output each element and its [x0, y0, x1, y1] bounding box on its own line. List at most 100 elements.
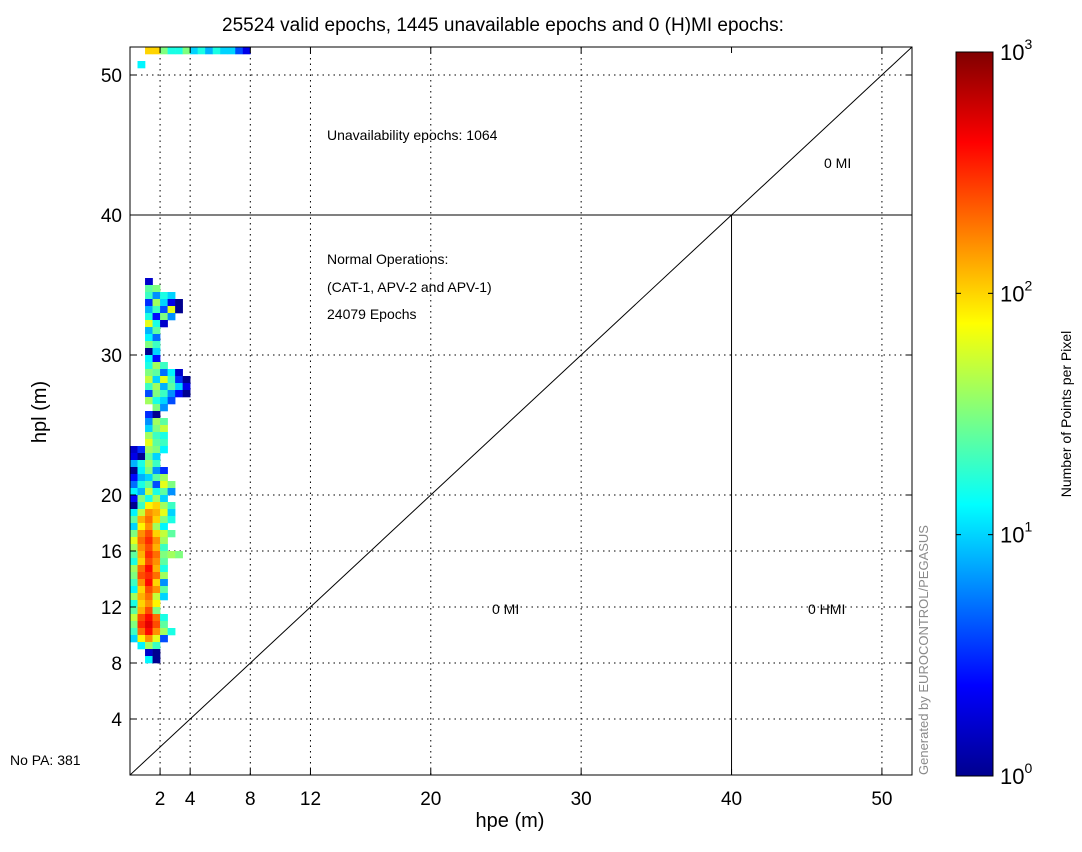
heatmap-cell [137, 607, 146, 615]
y-tick-label: 30 [101, 346, 122, 367]
heatmap-cell [130, 551, 138, 559]
heatmap-cell [182, 47, 191, 55]
heatmap-cell [160, 544, 168, 552]
heatmap-cell [152, 558, 161, 566]
heatmap-cell [152, 334, 161, 342]
heatmap-cell [152, 418, 161, 426]
heatmap-cell [152, 299, 161, 307]
heatmap-cell [137, 453, 146, 461]
heatmap-cell [160, 488, 168, 496]
heatmap-cell [152, 474, 161, 482]
heatmap-cell [152, 509, 161, 517]
heatmap-cell [160, 614, 168, 622]
heatmap-cell [137, 593, 146, 601]
heatmap-cell [130, 509, 138, 517]
heatmap-cell [152, 432, 161, 440]
heatmap-cell [160, 439, 168, 447]
heatmap-cell [145, 600, 153, 608]
x-tick-label: 8 [245, 789, 256, 810]
heatmap-cell [167, 390, 176, 398]
heatmap-cell [167, 502, 176, 510]
heatmap-cell [130, 474, 138, 482]
heatmap-cell [152, 516, 161, 524]
heatmap-cell [152, 369, 161, 377]
heatmap-cell [160, 502, 168, 510]
normal-operations-line-3: 24079 Epochs [327, 306, 417, 322]
y-tick-label: 40 [101, 206, 122, 227]
heatmap-cell [130, 558, 138, 566]
heatmap-cell [175, 383, 183, 391]
heatmap-cell [152, 383, 161, 391]
heatmap-cell [137, 642, 146, 650]
heatmap-cell [152, 376, 161, 384]
heatmap-cell [145, 306, 153, 314]
heatmap-cell [137, 614, 146, 622]
heatmap-cell [160, 530, 168, 538]
heatmap-cell [130, 495, 138, 503]
heatmap-cell [137, 509, 146, 517]
heatmap-cell [137, 446, 146, 454]
heatmap-cell [160, 47, 168, 55]
heatmap-cell [145, 649, 153, 657]
heatmap-cell [152, 621, 161, 629]
heatmap-cell [160, 362, 168, 370]
heatmap-cell [167, 369, 176, 377]
heatmap-cell [152, 628, 161, 636]
heatmap-cell [152, 341, 161, 349]
heatmap-cell [145, 523, 153, 531]
heatmap-cell [167, 376, 176, 384]
heatmap-cell [145, 502, 153, 510]
heatmap-cell [152, 362, 161, 370]
heatmap-cell [145, 593, 153, 601]
heatmap-cell [145, 369, 153, 377]
heatmap-cell [145, 530, 153, 538]
heatmap-cell [145, 572, 153, 580]
heatmap-cell [137, 600, 146, 608]
heatmap-cell [167, 551, 176, 559]
heatmap-cell [190, 47, 198, 55]
heatmap-cell [160, 474, 168, 482]
heatmap-cell [152, 404, 161, 412]
heatmap-cell [167, 306, 176, 314]
heatmap-cell [160, 509, 168, 517]
heatmap-cell [130, 544, 138, 552]
heatmap-cell [160, 306, 168, 314]
heatmap-cell [160, 418, 168, 426]
heatmap-cell [152, 635, 161, 643]
heatmap-cell [130, 446, 138, 454]
heatmap-cell [152, 488, 161, 496]
heatmap-cell [152, 47, 161, 55]
heatmap-cell [160, 425, 168, 433]
heatmap-cell [137, 586, 146, 594]
heatmap-cell [152, 579, 161, 587]
heatmap-cell [160, 313, 168, 321]
heatmap-cell [152, 523, 161, 531]
hmi-annotation: 0 HMI [808, 601, 845, 617]
heatmap-cell [145, 586, 153, 594]
heatmap-cell [152, 355, 161, 363]
heatmap-cell [152, 481, 161, 489]
heatmap-cell [137, 516, 146, 524]
heatmap-cell [160, 432, 168, 440]
heatmap-cell [152, 572, 161, 580]
heatmap-cell [175, 306, 183, 314]
heatmap-cell [160, 593, 168, 601]
heatmap-cell [130, 467, 138, 475]
heatmap-cell [137, 460, 146, 468]
heatmap-cell [145, 432, 153, 440]
heatmap-cell [145, 446, 153, 454]
heatmap-cell [160, 467, 168, 475]
heatmap-cell [137, 572, 146, 580]
heatmap-cell [145, 383, 153, 391]
x-tick-label: 40 [721, 789, 742, 810]
heatmap-cell [160, 383, 168, 391]
heatmap-cell [167, 509, 176, 517]
heatmap-cell [212, 47, 221, 55]
colorbar-tick-label: 101 [1000, 519, 1032, 548]
heatmap-cell [137, 558, 146, 566]
x-tick-label: 2 [155, 789, 166, 810]
heatmap-cell [145, 642, 153, 650]
heatmap-cell [130, 565, 138, 573]
heatmap-cell [145, 656, 153, 664]
heatmap-cell [167, 397, 176, 405]
